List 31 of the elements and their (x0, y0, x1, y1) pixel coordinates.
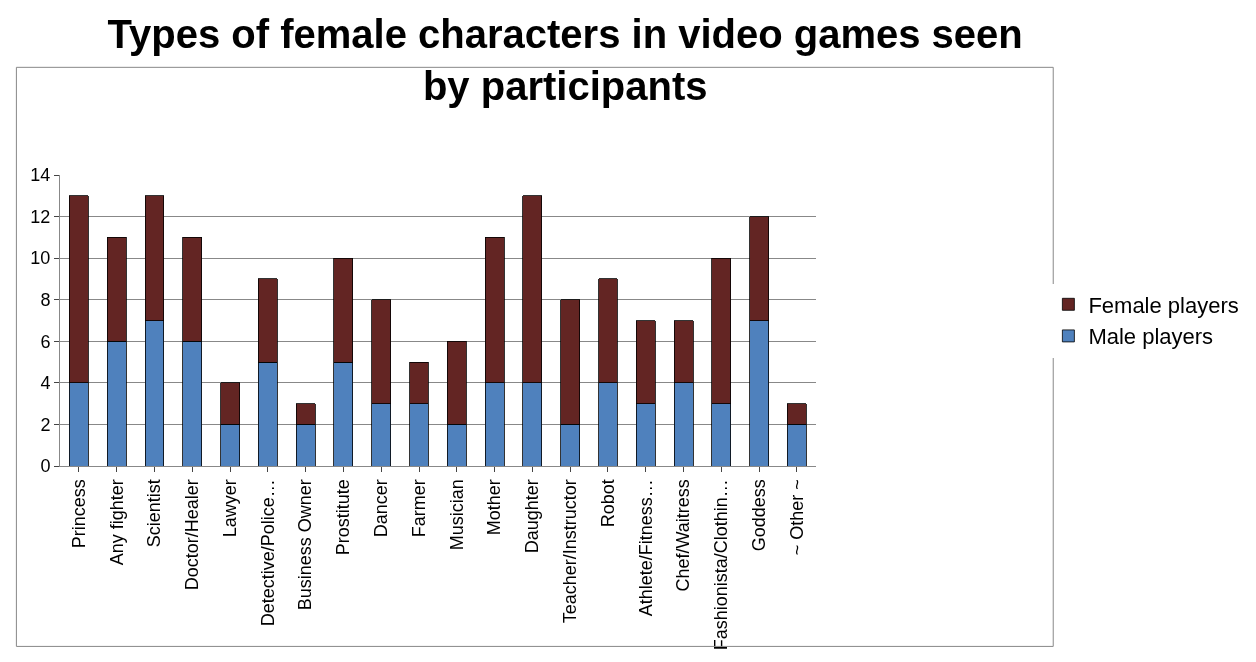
y-tick-label: 12 (30, 206, 51, 227)
y-tick-label: 10 (30, 248, 51, 269)
x-tick-label: Goddess (748, 479, 769, 552)
y-tick-label: 8 (40, 290, 51, 311)
x-tick-label: Daughter (522, 479, 543, 554)
x-tick-label: Lawyer (219, 479, 240, 538)
chart-title: Types of female characters in video games seen by participants (107, 12, 1023, 108)
x-tick-label: Mother (484, 479, 505, 536)
x-tick-label: Scientist (144, 479, 165, 548)
x-tick-label: Princess (68, 479, 89, 549)
legend-label: Female players (1088, 292, 1239, 318)
y-tick-label: 0 (40, 456, 51, 477)
x-tick-label: Prostitute (333, 479, 354, 556)
y-tick-label: 2 (40, 414, 51, 435)
x-tick-label: Detective/Police… (257, 479, 278, 627)
x-tick-label: Any fighter (106, 479, 127, 566)
x-tick-label: Doctor/Healer (182, 479, 203, 591)
y-tick-label: 6 (40, 331, 51, 352)
x-tick-label: Robot (597, 479, 618, 528)
x-tick-label: Fashionista/Clothin… (711, 479, 732, 651)
x-tick-label: Business Owner (295, 479, 316, 611)
legend-label: Male players (1088, 324, 1214, 350)
x-tick-label: Farmer (408, 479, 429, 538)
x-tick-label: ~ Other ~ (786, 479, 807, 556)
y-tick-label: 4 (40, 373, 51, 394)
x-tick-label: Musician (446, 479, 467, 551)
x-tick-label: Athlete/Fitness… (635, 479, 656, 617)
x-tick-label: Teacher/Instructor (560, 479, 581, 624)
x-tick-label: Chef/Waitress (673, 479, 694, 592)
y-tick-label: 14 (30, 165, 51, 186)
x-tick-label: Dancer (371, 479, 392, 538)
